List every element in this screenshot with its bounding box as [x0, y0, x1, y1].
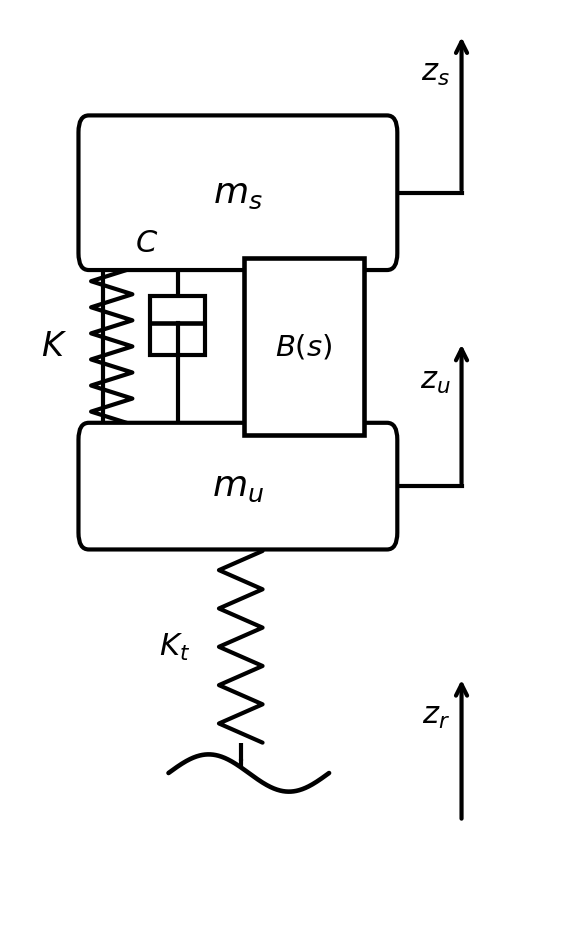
- Text: $z_s$: $z_s$: [422, 57, 450, 88]
- Text: $m_s$: $m_s$: [213, 177, 263, 211]
- Bar: [244, 258, 364, 435]
- Text: $K_t$: $K_t$: [159, 632, 190, 663]
- Text: $C$: $C$: [134, 227, 157, 258]
- FancyBboxPatch shape: [79, 423, 397, 549]
- Text: $m_u$: $m_u$: [212, 470, 264, 504]
- Text: $z_u$: $z_u$: [420, 364, 451, 395]
- Text: $B(s)$: $B(s)$: [275, 332, 332, 361]
- FancyBboxPatch shape: [79, 116, 397, 271]
- Text: $z_r$: $z_r$: [422, 699, 450, 730]
- Bar: [150, 297, 205, 356]
- Text: $K$: $K$: [41, 331, 67, 363]
